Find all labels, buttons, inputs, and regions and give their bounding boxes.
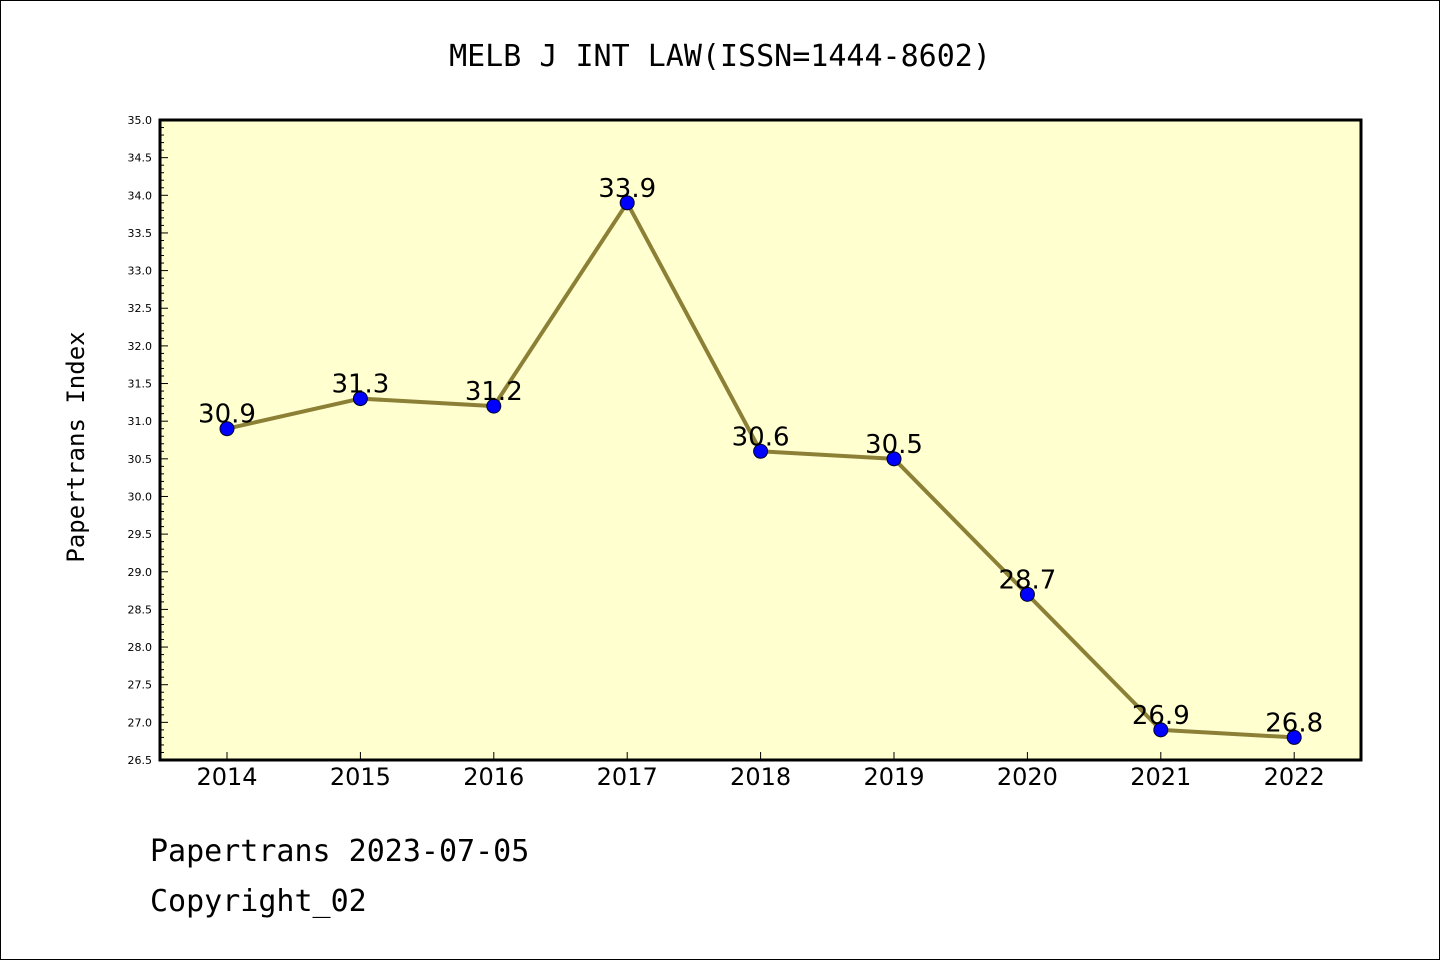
y-tick-label: 34.5 — [128, 152, 153, 165]
y-tick-label: 30.5 — [128, 453, 153, 466]
x-tick-label: 2020 — [997, 763, 1058, 791]
chart-title: MELB J INT LAW(ISSN=1444-8602) — [449, 39, 991, 74]
data-label: 26.8 — [1265, 708, 1323, 738]
x-tick-label: 2018 — [730, 763, 791, 791]
y-tick-label: 27.5 — [128, 679, 153, 692]
y-tick-label: 28.0 — [128, 641, 153, 654]
y-tick-label: 31.0 — [128, 415, 153, 428]
x-tick-label: 2017 — [597, 763, 658, 791]
data-label: 31.2 — [465, 377, 523, 407]
y-tick-label: 32.5 — [128, 302, 153, 315]
series-markers — [219, 195, 1302, 745]
data-labels: 30.9 31.3 31.2 33.9 30.6 30.5 28.7 26.9 26.8 — [198, 174, 1323, 739]
y-tick-label: 35.0 — [128, 114, 153, 127]
y-tick-label: 27.0 — [128, 716, 153, 729]
data-point — [1019, 586, 1035, 602]
data-point — [219, 421, 235, 437]
data-label: 30.9 — [198, 400, 256, 430]
x-tick-label: 2016 — [463, 763, 524, 791]
y-tick-label: 29.5 — [128, 528, 153, 541]
data-label: 30.6 — [732, 422, 790, 452]
y-tick-label: 28.5 — [128, 603, 153, 616]
y-axis-ticks: 26.5 27.0 27.5 28.0 28.5 29.0 29.5 30.0 30.5 31.0… — [128, 114, 168, 767]
data-point — [886, 451, 902, 467]
data-label: 31.3 — [331, 370, 389, 400]
data-label: 28.7 — [998, 565, 1056, 595]
y-tick-label: 26.5 — [128, 754, 153, 767]
plot-border — [158, 118, 1363, 762]
data-point — [1286, 729, 1302, 745]
plot-area — [160, 120, 1361, 760]
y-tick-label: 32.0 — [128, 340, 153, 353]
data-point — [753, 443, 769, 459]
x-tick-label: 2015 — [330, 763, 391, 791]
y-tick-label: 30.0 — [128, 490, 153, 503]
data-point — [352, 391, 368, 407]
y-tick-label: 29.0 — [128, 566, 153, 579]
x-tick-label: 2019 — [863, 763, 924, 791]
data-label: 26.9 — [1132, 701, 1190, 731]
footer-date: Papertrans 2023-07-05 — [150, 834, 530, 869]
data-label: 30.5 — [865, 430, 923, 460]
footer-copyright: Copyright_02 — [150, 884, 367, 919]
y-tick-label: 31.5 — [128, 378, 153, 391]
data-point — [1153, 722, 1169, 738]
data-point — [619, 195, 635, 211]
x-tick-label: 2014 — [196, 763, 257, 791]
x-tick-label: 2021 — [1130, 763, 1191, 791]
y-tick-label: 33.5 — [128, 227, 153, 240]
data-label: 33.9 — [598, 174, 656, 204]
x-axis-ticks: 2014 2015 2016 2017 2018 2019 2020 2021 2022 — [196, 752, 1325, 791]
data-point — [486, 398, 502, 414]
x-tick-label: 2022 — [1264, 763, 1325, 791]
y-tick-label: 33.0 — [128, 265, 153, 278]
y-tick-label: 34.0 — [128, 189, 153, 202]
y-axis-label: Papertrans Index — [62, 331, 90, 562]
